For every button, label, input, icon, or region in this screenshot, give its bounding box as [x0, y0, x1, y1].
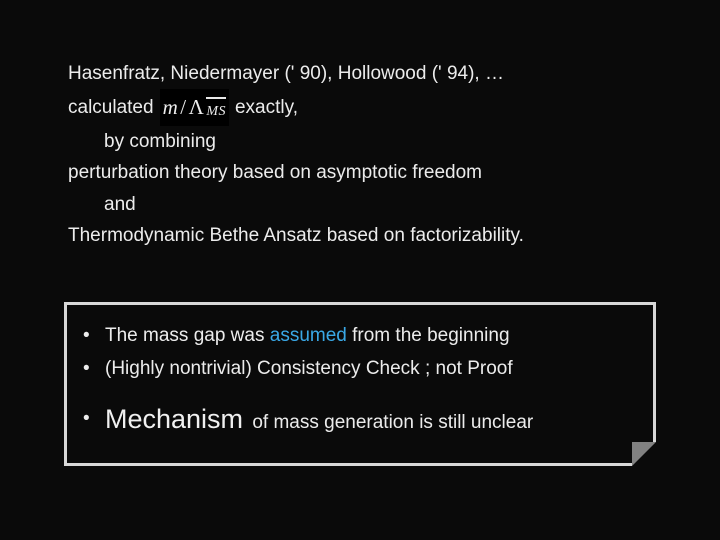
formula-slash: / [178, 90, 188, 125]
formula-sub-ms: MS [206, 100, 226, 123]
and-line: and [68, 189, 672, 220]
bethe-line: Thermodynamic Bethe Ansatz based on fact… [68, 220, 672, 251]
highlight-box: • The mass gap was assumed from the begi… [64, 302, 656, 466]
calc-before: calculated [68, 92, 154, 123]
row1-text: The mass gap was assumed from the beginn… [105, 319, 510, 352]
bullet-icon: • [83, 398, 95, 440]
calculated-line: calculated m / Λ MS exactly, [68, 89, 672, 126]
bullet-icon: • [83, 319, 95, 352]
formula-m: m [163, 90, 179, 125]
formula-m-over-lambda: m / Λ MS [160, 89, 229, 126]
combining-line: by combining [68, 126, 672, 157]
row3-rest: of mass generation is still unclear [247, 412, 533, 433]
box-row-1: • The mass gap was assumed from the begi… [83, 319, 637, 352]
perturbation-line: perturbation theory based on asymptotic … [68, 157, 672, 188]
mechanism-word: Mechanism [105, 404, 247, 434]
row2-text: (Highly nontrivial) Consistency Check ; … [105, 352, 513, 385]
box-row-3: • Mechanism of mass generation is still … [83, 390, 637, 449]
box-row-2: • (Highly nontrivial) Consistency Check … [83, 352, 637, 385]
assumed-word: assumed [270, 325, 347, 346]
row3-text: Mechanism of mass generation is still un… [105, 390, 533, 449]
calc-after: exactly, [235, 92, 298, 123]
page-fold-icon [632, 442, 656, 466]
formula-lambda: Λ [189, 90, 205, 125]
row1-a: The mass gap was [105, 325, 270, 346]
bullet-icon: • [83, 352, 95, 385]
author-line: Hasenfratz, Niedermayer (' 90), Hollowoo… [68, 58, 672, 89]
slide-body: Hasenfratz, Niedermayer (' 90), Hollowoo… [68, 58, 672, 251]
row1-b: from the beginning [347, 325, 510, 346]
